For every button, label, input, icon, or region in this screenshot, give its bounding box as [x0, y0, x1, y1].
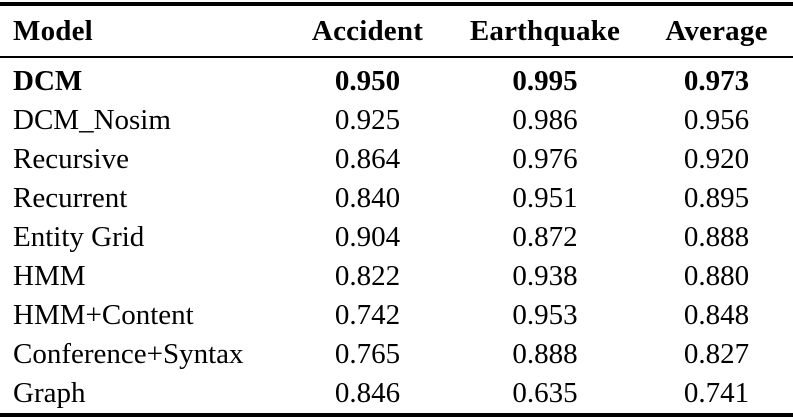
accident-cell: 0.925	[334, 104, 401, 136]
accident-cell: 0.840	[334, 182, 401, 214]
column-header-accident: Accident	[285, 4, 450, 58]
average-cell: 0.895	[683, 182, 750, 214]
earthquake-cell: 0.953	[512, 299, 578, 331]
average-cell: 0.956	[683, 104, 750, 136]
model-cell: DCM	[13, 65, 83, 97]
earthquake-cell: 0.976	[512, 143, 578, 175]
table-row-conference-syntax: Conference+Syntax 0.765 0.888 0.827	[0, 335, 793, 374]
average-cell: 0.848	[683, 299, 750, 331]
table-row-dcm: DCM 0.950 0.995 0.973	[0, 57, 793, 101]
column-header-model: Model	[0, 4, 285, 58]
accident-cell: 0.742	[334, 299, 401, 331]
average-cell: 0.973	[683, 65, 750, 97]
table-body: DCM 0.950 0.995 0.973 DCM_Nosim 0.925 0.…	[0, 57, 793, 415]
average-cell: 0.888	[683, 221, 750, 253]
table-row-hmm: HMM 0.822 0.938 0.880	[0, 257, 793, 296]
model-cell: Recursive	[13, 143, 129, 175]
earthquake-cell: 0.995	[512, 65, 578, 97]
average-cell: 0.741	[683, 377, 750, 409]
accident-cell: 0.904	[334, 221, 401, 253]
model-cell: Graph	[13, 377, 86, 409]
accident-cell: 0.765	[334, 338, 401, 370]
average-cell: 0.827	[683, 338, 750, 370]
earthquake-cell: 0.938	[512, 260, 578, 292]
average-cell: 0.880	[683, 260, 750, 292]
accident-cell: 0.950	[334, 65, 401, 97]
table-row-recursive: Recursive 0.864 0.976 0.920	[0, 140, 793, 179]
earthquake-cell: 0.635	[512, 377, 578, 409]
earthquake-cell: 0.951	[512, 182, 578, 214]
accident-cell: 0.822	[334, 260, 401, 292]
model-cell: Recurrent	[13, 182, 128, 214]
table-row-dcm-nosim: DCM_Nosim 0.925 0.986 0.956	[0, 101, 793, 140]
model-cell: Conference+Syntax	[13, 338, 244, 370]
earthquake-cell: 0.872	[512, 221, 578, 253]
accident-cell: 0.846	[334, 377, 401, 409]
model-cell: DCM_Nosim	[13, 104, 171, 136]
earthquake-cell: 0.986	[512, 104, 578, 136]
header-row: Model Accident Earthquake Average	[0, 4, 793, 58]
average-cell: 0.920	[683, 143, 750, 175]
table-header: Model Accident Earthquake Average	[0, 4, 793, 58]
accident-cell: 0.864	[334, 143, 401, 175]
earthquake-cell: 0.888	[512, 338, 578, 370]
table-row-entity-grid: Entity Grid 0.904 0.872 0.888	[0, 218, 793, 257]
table-row-graph: Graph 0.846 0.635 0.741	[0, 374, 793, 415]
table-row-hmm-content: HMM+Content 0.742 0.953 0.848	[0, 296, 793, 335]
model-cell: HMM+Content	[13, 299, 194, 331]
column-header-average: Average	[640, 4, 793, 58]
table-row-recurrent: Recurrent 0.840 0.951 0.895	[0, 179, 793, 218]
model-cell: HMM	[13, 260, 86, 292]
column-header-earthquake: Earthquake	[450, 4, 640, 58]
model-cell: Entity Grid	[13, 221, 145, 253]
